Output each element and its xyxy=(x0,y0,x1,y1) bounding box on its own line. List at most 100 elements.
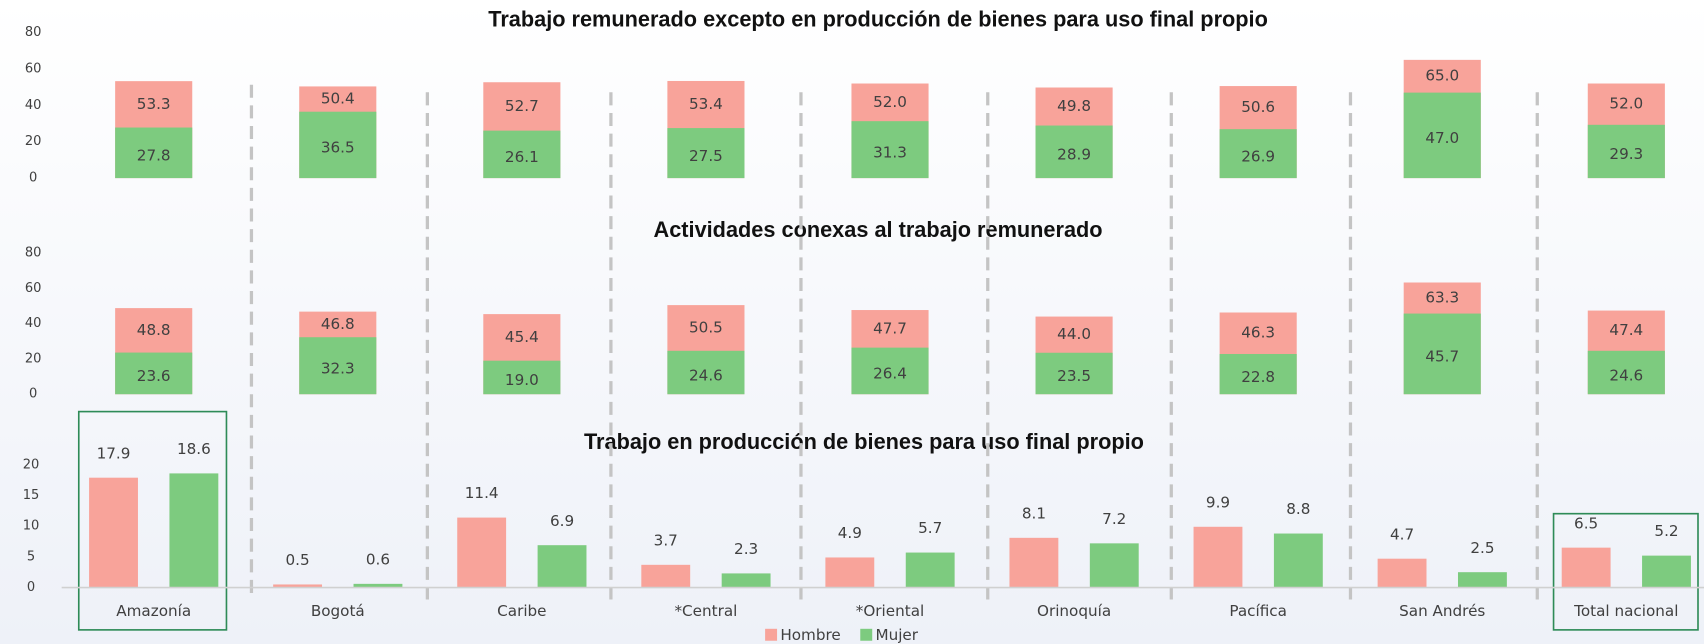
bar xyxy=(1457,572,1507,588)
chart-title: Trabajo remunerado excepto en producción… xyxy=(488,6,1268,31)
y-tick-label: 15 xyxy=(23,488,40,503)
data-label: 23.5 xyxy=(1057,367,1091,385)
data-label: 3.7 xyxy=(654,531,678,549)
data-label: 11.4 xyxy=(465,484,499,502)
y-tick-label: 0 xyxy=(29,171,37,186)
bar xyxy=(1089,543,1139,588)
data-label: 23.6 xyxy=(137,367,171,385)
x-tick-label: San Andrés xyxy=(1399,602,1485,620)
bar xyxy=(537,545,587,588)
data-label: 47.4 xyxy=(1609,321,1643,339)
bar xyxy=(667,128,745,179)
x-tick-label: Amazonía xyxy=(116,602,191,620)
bar xyxy=(1587,350,1665,395)
data-label: 50.5 xyxy=(689,318,723,336)
data-label: 2.5 xyxy=(1470,539,1494,557)
bar xyxy=(1587,124,1665,179)
data-label: 5.2 xyxy=(1654,522,1678,540)
data-label: 32.3 xyxy=(321,359,355,377)
data-label: 48.8 xyxy=(137,321,171,339)
data-label: 52.7 xyxy=(505,97,539,115)
data-label: 46.8 xyxy=(321,315,355,333)
bar xyxy=(299,111,377,179)
data-label: 27.8 xyxy=(137,147,171,165)
data-label: 4.9 xyxy=(838,524,862,542)
y-tick-label: 40 xyxy=(25,316,42,331)
x-tick-label: Bogotá xyxy=(311,602,365,620)
data-label: 2.3 xyxy=(734,540,758,558)
x-tick-label: Total nacional xyxy=(1573,602,1678,620)
x-tick-label: Pacífica xyxy=(1229,602,1287,620)
data-label: 26.4 xyxy=(873,365,907,383)
y-tick-label: 80 xyxy=(25,246,42,261)
highlight-box xyxy=(77,410,228,631)
y-tick-label: 60 xyxy=(25,61,42,76)
x-tick-label: Orinoquía xyxy=(1037,602,1111,620)
data-label: 28.9 xyxy=(1057,146,1091,164)
y-tick-label: 60 xyxy=(25,281,42,296)
bar xyxy=(851,121,929,179)
bar xyxy=(353,583,403,588)
x-tick-label: Caribe xyxy=(497,602,546,620)
bar xyxy=(115,352,193,395)
data-label: 45.4 xyxy=(505,328,539,346)
bar xyxy=(115,127,193,179)
data-label: 19.0 xyxy=(505,371,539,389)
data-label: 53.4 xyxy=(689,95,723,113)
y-tick-label: 10 xyxy=(23,519,40,534)
data-label: 6.9 xyxy=(550,512,574,530)
bar xyxy=(851,347,929,395)
y-tick-label: 0 xyxy=(27,580,35,595)
data-label: 47.7 xyxy=(873,319,907,337)
data-label: 7.2 xyxy=(1102,510,1126,528)
data-label: 29.3 xyxy=(1609,145,1643,163)
bar xyxy=(1642,555,1691,588)
y-tick-label: 0 xyxy=(29,387,37,402)
data-label: 0.5 xyxy=(286,551,310,569)
data-label: 63.3 xyxy=(1425,289,1459,307)
bar xyxy=(905,552,955,588)
bar xyxy=(825,557,875,588)
bar xyxy=(1009,537,1059,588)
bar xyxy=(1561,547,1611,588)
bar xyxy=(1035,352,1113,395)
data-label: 36.5 xyxy=(321,139,355,157)
data-label: 0.6 xyxy=(366,550,390,568)
data-label: 22.8 xyxy=(1241,368,1275,386)
legend-label: Hombre xyxy=(780,626,840,644)
bar xyxy=(1273,533,1323,588)
y-tick-label: 80 xyxy=(25,25,42,40)
bar xyxy=(299,337,377,395)
bar xyxy=(89,477,138,588)
legend-label: Mujer xyxy=(875,626,918,644)
y-tick-label: 20 xyxy=(23,457,40,472)
data-label: 50.6 xyxy=(1241,98,1275,116)
data-label: 24.6 xyxy=(689,366,723,384)
data-label: 45.7 xyxy=(1425,348,1459,366)
bar xyxy=(641,564,691,588)
data-label: 26.9 xyxy=(1241,147,1275,165)
bar xyxy=(1219,129,1297,179)
bar xyxy=(721,573,771,588)
separators xyxy=(249,84,1539,600)
bar xyxy=(483,130,561,179)
highlight-box xyxy=(1552,512,1699,631)
legend-swatch xyxy=(765,628,778,641)
x-tick-label: *Central xyxy=(674,602,737,620)
x-tick-label: *Oriental xyxy=(856,602,924,620)
data-label: 52.0 xyxy=(1609,95,1643,113)
y-tick-label: 40 xyxy=(25,98,42,113)
bar xyxy=(483,360,561,395)
bar xyxy=(457,517,507,588)
data-label: 6.5 xyxy=(1574,514,1598,532)
y-tick-label: 20 xyxy=(25,351,42,366)
data-label: 8.1 xyxy=(1022,504,1046,522)
data-label: 8.8 xyxy=(1286,500,1310,518)
data-label: 4.7 xyxy=(1390,525,1414,543)
legend-swatch xyxy=(860,628,873,641)
data-label: 31.3 xyxy=(873,143,907,161)
data-label: 52.0 xyxy=(873,93,907,111)
data-label: 17.9 xyxy=(97,444,131,462)
data-label: 47.0 xyxy=(1425,129,1459,147)
data-label: 65.0 xyxy=(1425,67,1459,85)
